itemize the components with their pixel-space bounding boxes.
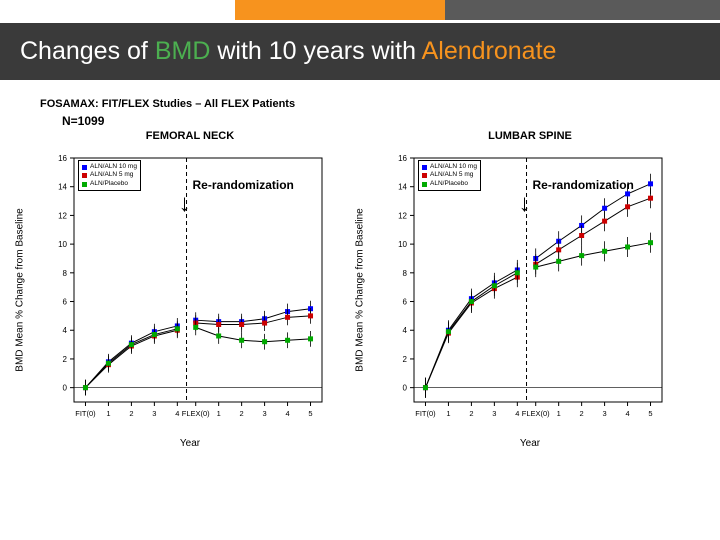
- svg-text:FIT(0): FIT(0): [75, 409, 96, 418]
- svg-text:10: 10: [398, 240, 407, 249]
- svg-text:6: 6: [63, 298, 68, 307]
- y-axis-label: BMD Mean % Change from Baseline: [15, 208, 26, 371]
- legend: ALN/ALN 10 mgALN/ALN 5 mgALN/Placebo: [418, 160, 481, 191]
- title-part3: with 10 years with: [210, 37, 421, 65]
- svg-text:2: 2: [469, 409, 473, 418]
- title-part2: BMD: [155, 37, 211, 65]
- svg-text:3: 3: [492, 409, 496, 418]
- top-color-bars: [0, 0, 720, 20]
- svg-text:5: 5: [648, 409, 652, 418]
- svg-text:1: 1: [106, 409, 110, 418]
- svg-text:2: 2: [63, 355, 68, 364]
- svg-text:16: 16: [398, 154, 407, 163]
- study-title: FOSAMAX: FIT/FLEX Studies – All FLEX Pat…: [40, 98, 680, 110]
- svg-text:4: 4: [515, 409, 519, 418]
- svg-text:4: 4: [175, 409, 179, 418]
- svg-text:3: 3: [263, 409, 267, 418]
- title-part1: Changes of: [20, 37, 155, 65]
- bar-orange: [235, 0, 445, 20]
- title-part4: Alendronate: [422, 37, 557, 65]
- svg-text:14: 14: [58, 183, 67, 192]
- svg-text:0: 0: [403, 384, 408, 393]
- svg-text:0: 0: [63, 384, 68, 393]
- svg-text:2: 2: [580, 409, 584, 418]
- svg-text:16: 16: [58, 154, 67, 163]
- svg-text:6: 6: [403, 298, 408, 307]
- rerand-label: Re-randomization: [533, 178, 634, 192]
- svg-text:4: 4: [63, 326, 68, 335]
- chart-lumbar-spine: LUMBAR SPINEBMD Mean % Change from Basel…: [380, 130, 680, 449]
- svg-text:2: 2: [129, 409, 133, 418]
- svg-text:3: 3: [603, 409, 607, 418]
- y-axis-label: BMD Mean % Change from Baseline: [355, 208, 366, 371]
- svg-text:10: 10: [58, 240, 67, 249]
- svg-text:14: 14: [398, 183, 407, 192]
- x-axis-label: Year: [40, 438, 340, 449]
- chart-title: FEMORAL NECK: [40, 130, 340, 142]
- svg-text:FIT(0): FIT(0): [415, 409, 436, 418]
- n-label: N=1099: [62, 114, 680, 128]
- svg-text:1: 1: [557, 409, 561, 418]
- svg-text:FLEX(0): FLEX(0): [522, 409, 550, 418]
- svg-text:1: 1: [446, 409, 450, 418]
- svg-text:1: 1: [217, 409, 221, 418]
- svg-text:8: 8: [403, 269, 408, 278]
- bar-gray: [445, 0, 720, 20]
- svg-text:5: 5: [308, 409, 312, 418]
- arrow-down-icon: ↓: [179, 192, 191, 216]
- bar-white: [0, 0, 235, 20]
- svg-text:4: 4: [285, 409, 289, 418]
- slide-title: Changes of BMD with 10 years with Alendr…: [20, 37, 700, 66]
- svg-text:4: 4: [403, 326, 408, 335]
- legend: ALN/ALN 10 mgALN/ALN 5 mgALN/Placebo: [78, 160, 141, 191]
- title-band: Changes of BMD with 10 years with Alendr…: [0, 20, 720, 80]
- svg-text:12: 12: [398, 211, 407, 220]
- charts-container: FEMORAL NECK BMD Mean % Change from Basel…: [40, 130, 680, 449]
- svg-text:FLEX(0): FLEX(0): [182, 409, 210, 418]
- svg-text:8: 8: [63, 269, 68, 278]
- x-axis-label: Year: [380, 438, 680, 449]
- chart-femoral-neck: FEMORAL NECKBMD Mean % Change from Basel…: [40, 130, 340, 449]
- rerand-label: Re-randomization: [193, 178, 294, 192]
- svg-text:12: 12: [58, 211, 67, 220]
- content-area: FOSAMAX: FIT/FLEX Studies – All FLEX Pat…: [0, 80, 720, 459]
- svg-text:4: 4: [625, 409, 629, 418]
- svg-text:2: 2: [240, 409, 244, 418]
- svg-text:2: 2: [403, 355, 408, 364]
- arrow-down-icon: ↓: [519, 192, 531, 216]
- svg-text:3: 3: [152, 409, 156, 418]
- chart-title: LUMBAR SPINE: [380, 130, 680, 142]
